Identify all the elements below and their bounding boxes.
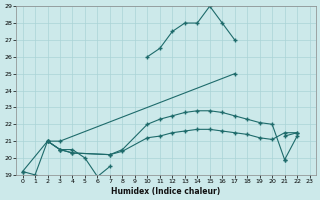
- X-axis label: Humidex (Indice chaleur): Humidex (Indice chaleur): [111, 187, 221, 196]
